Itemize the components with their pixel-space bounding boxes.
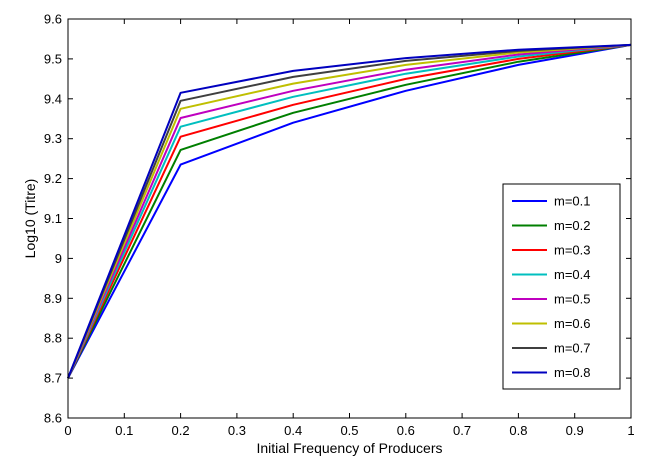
series-line-3 <box>67 43 632 379</box>
x-tick-label: 0.9 <box>566 423 584 438</box>
y-axis-label: Log10 (Titre) <box>22 179 38 259</box>
x-axis-label: Initial Frequency of Producers <box>257 440 443 456</box>
y-tick-label: 9 <box>55 251 62 266</box>
legend-entry: m=0.5 <box>554 292 591 307</box>
legend-entry: m=0.4 <box>554 267 591 282</box>
x-tick-label: 0.3 <box>228 423 246 438</box>
series-line-2 <box>67 43 632 379</box>
x-tick-label: 0.6 <box>397 423 415 438</box>
legend-entry: m=0.7 <box>554 341 591 356</box>
y-tick-label: 9.3 <box>44 131 62 146</box>
y-tick-label: 9.4 <box>44 91 62 106</box>
series-layer <box>67 43 632 379</box>
series-line-4 <box>67 43 632 379</box>
y-tick-label: 8.7 <box>44 371 62 386</box>
legend-entry: m=0.2 <box>554 218 591 233</box>
x-tick-label: 1 <box>627 423 634 438</box>
y-tick-label: 9.2 <box>44 171 62 186</box>
y-tick-label: 8.9 <box>44 291 62 306</box>
x-tick-label: 0.2 <box>172 423 190 438</box>
x-tick-label: 0.4 <box>284 423 302 438</box>
x-tick-label: 0.5 <box>340 423 358 438</box>
x-tick-label: 0.7 <box>453 423 471 438</box>
y-tick-label: 8.6 <box>44 411 62 426</box>
x-tick-label: 0.1 <box>115 423 133 438</box>
series-line-1 <box>67 43 632 379</box>
series-line-8 <box>67 43 632 379</box>
y-tick-label: 8.8 <box>44 331 62 346</box>
y-tick-label: 9.6 <box>44 12 62 27</box>
legend-entry: m=0.1 <box>554 194 591 209</box>
legend: m=0.1 m=0.2 m=0.3 m=0.4 m=0.5 m=0.6 m=0.7 m=0.8 <box>502 183 621 390</box>
legend-entry: m=0.3 <box>554 243 591 258</box>
y-tick-label: 9.5 <box>44 51 62 66</box>
x-axis: 0 0.1 0.2 0.3 0.4 0.5 0.6 0.7 0.8 0.9 1 <box>64 19 635 438</box>
y-axis: 8.6 8.7 8.8 8.9 9 9.1 9.2 9.3 9.4 9.5 9.6 <box>44 12 631 426</box>
x-tick-label: 0.8 <box>509 423 527 438</box>
legend-box <box>502 183 621 390</box>
legend-entry: m=0.6 <box>554 316 591 331</box>
legend-entry: m=0.8 <box>554 365 591 380</box>
series-line-6 <box>67 43 632 379</box>
series-line-5 <box>67 43 632 379</box>
x-tick-label: 0 <box>64 423 71 438</box>
y-tick-label: 9.1 <box>44 211 62 226</box>
